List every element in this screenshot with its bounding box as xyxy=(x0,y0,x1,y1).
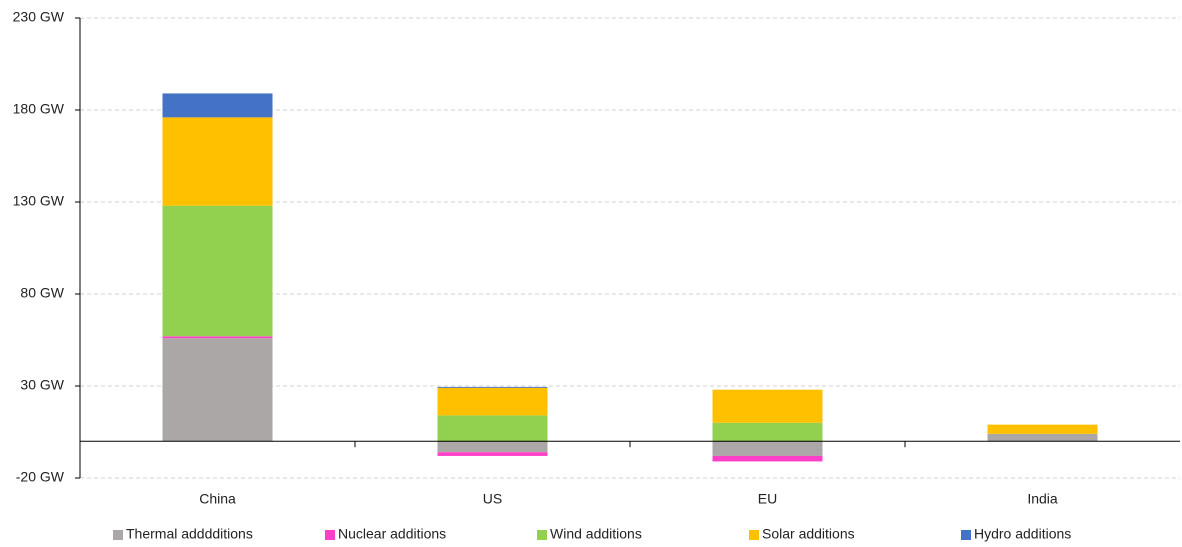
y-tick-label: -20 GW xyxy=(16,469,65,485)
legend-swatch xyxy=(961,530,971,540)
y-tick-label: 230 GW xyxy=(13,9,65,25)
legend-swatch xyxy=(113,530,123,540)
x-tick-label: US xyxy=(483,491,502,507)
bar-segment xyxy=(162,338,273,442)
legend-label: Wind additions xyxy=(550,526,642,542)
legend-label: Thermal adddditions xyxy=(126,526,253,542)
x-tick-label: India xyxy=(1027,491,1058,507)
bar-segment xyxy=(712,422,823,442)
bar-segment xyxy=(162,117,273,206)
y-tick-label: 80 GW xyxy=(20,285,64,301)
bar-segment xyxy=(437,387,548,416)
legend-label: Hydro additions xyxy=(974,526,1071,542)
legend-label: Nuclear additions xyxy=(338,526,446,542)
legend-swatch xyxy=(325,530,335,540)
y-tick-label: 30 GW xyxy=(20,377,64,393)
bar-segment xyxy=(712,389,823,423)
legend-label: Solar additions xyxy=(762,526,855,542)
bar-segment xyxy=(712,455,823,462)
bar-segment xyxy=(162,205,273,337)
bar-segment xyxy=(712,441,823,456)
legend-swatch xyxy=(749,530,759,540)
bar-segment xyxy=(437,452,548,456)
bar-segment xyxy=(162,93,273,118)
bar-segment xyxy=(437,415,548,442)
bar-segment xyxy=(437,441,548,453)
x-tick-label: China xyxy=(199,491,236,507)
y-tick-label: 180 GW xyxy=(13,101,65,117)
bar-segment xyxy=(437,386,548,388)
bar-segment xyxy=(987,424,1098,434)
bar-segment xyxy=(162,336,273,339)
y-tick-label: 130 GW xyxy=(13,193,65,209)
legend-swatch xyxy=(537,530,547,540)
x-tick-label: EU xyxy=(758,491,777,507)
bar-segment xyxy=(987,433,1098,442)
